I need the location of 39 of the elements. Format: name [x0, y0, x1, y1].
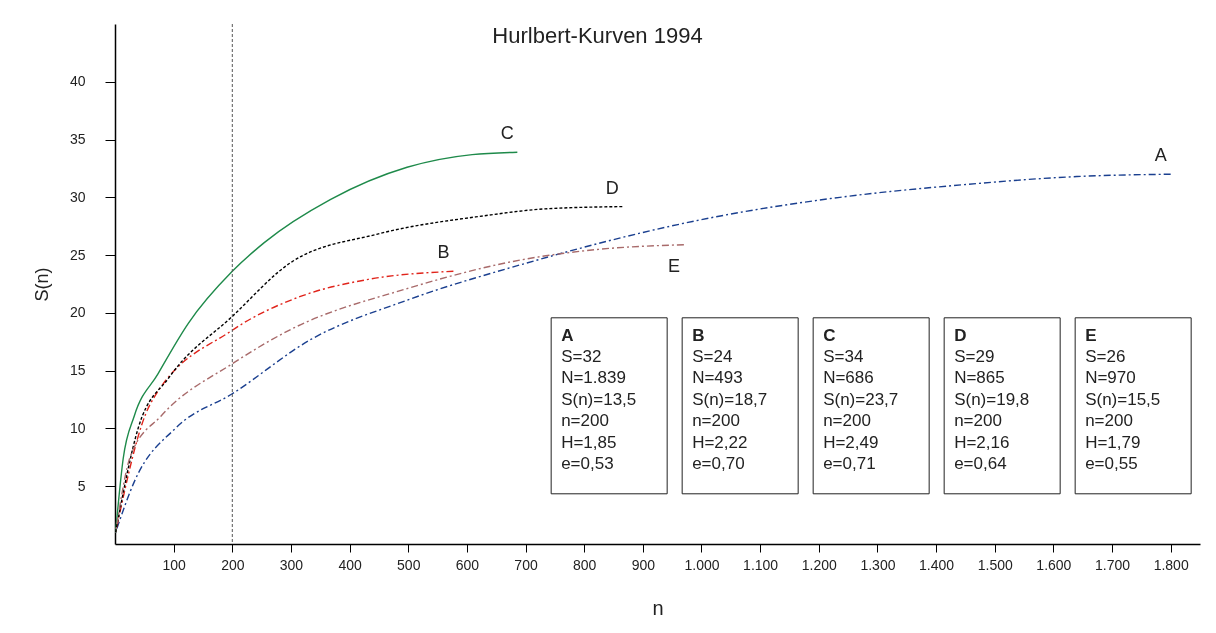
y-tick-label: 15: [69, 362, 86, 379]
x-tick-label: 500: [397, 556, 421, 573]
x-tick-label: 100: [162, 556, 187, 573]
y-tick-label: 40: [69, 73, 86, 90]
y-tick-label: 5: [77, 477, 86, 494]
series-label: E: [667, 255, 680, 276]
annotation: B S=24 N=493 S(n)=18,7 n=200 H=2,22 e=0,70: [692, 325, 768, 474]
y-tick-label: 35: [69, 131, 86, 148]
y-tick-label: 10: [69, 419, 86, 436]
x-tick-label: 1.800: [1153, 556, 1189, 573]
series-label: C: [500, 123, 514, 144]
x-tick-label: 400: [338, 556, 362, 573]
x-tick-label: 1.000: [684, 556, 720, 573]
x-tick-label: 1.300: [860, 556, 896, 573]
x-tick-label: 800: [573, 556, 597, 573]
annotation: D S=29 N=865 S(n)=19,8 n=200 H=2,16 e=0,64: [954, 325, 1030, 474]
y-axis-title: S(n): [31, 267, 52, 302]
chart-title: Hurlbert-Kurven 1994: [492, 22, 703, 48]
annotation: C S=34 N=686 S(n)=23,7 n=200 H=2,49 e=0,71: [823, 325, 899, 474]
x-tick-label: 1.200: [801, 556, 838, 573]
x-tick-label: 1.700: [1095, 556, 1131, 573]
x-tick-label: 1.100: [743, 556, 779, 573]
x-tick-label: 1.500: [977, 556, 1013, 573]
y-tick-label: 25: [69, 246, 86, 263]
x-tick-label: 300: [279, 556, 304, 573]
y-tick-label: 30: [69, 188, 86, 205]
x-tick-label: 900: [631, 556, 656, 573]
annotation: E S=26 N=970 S(n)=15,5 n=200 H=1,79 e=0,55: [1085, 325, 1161, 474]
x-tick-label: 200: [221, 556, 245, 573]
x-axis-title: n: [652, 596, 664, 619]
annotation: A S=32 N=1.839 S(n)=13,5 n=200 H=1,85 e=0,53: [561, 325, 637, 474]
series-label: D: [605, 177, 619, 198]
x-tick-label: 1.400: [919, 556, 955, 573]
series-label: B: [437, 242, 450, 263]
x-tick-label: 700: [514, 556, 538, 573]
y-tick-label: 20: [69, 304, 86, 321]
series-label: A: [1154, 145, 1167, 166]
x-tick-label: 1.600: [1036, 556, 1072, 573]
x-tick-label: 600: [455, 556, 480, 573]
